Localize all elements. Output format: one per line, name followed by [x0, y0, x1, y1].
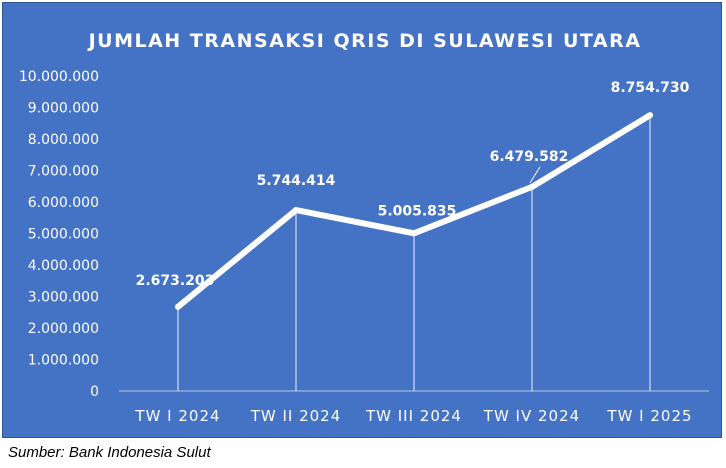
y-tick-label: 1.000.000 — [28, 353, 99, 369]
chart-title: JUMLAH TRANSAKSI QRIS DI SULAWESI UTARA — [87, 30, 642, 52]
y-tick-label: 6.000.000 — [28, 195, 99, 211]
x-tick-label: TW I 2025 — [606, 407, 692, 425]
y-tick-label: 10.000.000 — [19, 69, 99, 85]
line-chart: JUMLAH TRANSAKSI QRIS DI SULAWESI UTARA … — [19, 30, 709, 425]
x-axis: TW I 2024 TW II 2024 TW III 2024 TW IV 2024… — [134, 407, 692, 425]
data-label: 5.005.835 — [378, 203, 457, 219]
y-tick-label: 4.000.000 — [28, 258, 99, 274]
x-tick-label: TW I 2024 — [134, 407, 220, 425]
y-tick-label: 9.000.000 — [28, 101, 99, 117]
data-label: 5.744.414 — [257, 173, 336, 189]
y-tick-label: 0 — [90, 384, 99, 400]
source-note: Sumber: Bank Indonesia Sulut — [8, 444, 211, 461]
data-label-leader — [529, 166, 541, 184]
y-tick-label: 5.000.000 — [28, 227, 99, 243]
y-axis: 0 1.000.000 2.000.000 3.000.000 4.000.000 5.0… — [19, 69, 99, 400]
data-point — [293, 207, 299, 214]
drop-lines — [177, 115, 651, 391]
y-tick-label: 8.000.000 — [28, 132, 99, 148]
x-tick-label: TW IV 2024 — [483, 407, 580, 425]
y-tick-label: 7.000.000 — [28, 164, 99, 180]
data-label: 6.479.582 — [490, 149, 569, 165]
data-point — [175, 303, 181, 310]
x-tick-label: TW II 2024 — [250, 407, 342, 425]
data-label: 8.754.730 — [611, 80, 690, 96]
data-point — [411, 230, 417, 237]
data-label: 2.673.203 — [136, 273, 215, 289]
y-tick-label: 3.000.000 — [28, 290, 99, 306]
data-point — [529, 183, 535, 190]
x-tick-label: TW III 2024 — [365, 407, 462, 425]
data-point — [647, 112, 653, 119]
chart-panel: JUMLAH TRANSAKSI QRIS DI SULAWESI UTARA … — [2, 2, 722, 438]
series-group — [175, 112, 653, 310]
y-tick-label: 2.000.000 — [28, 321, 99, 337]
data-labels: 2.673.203 5.744.414 5.005.835 6.479.582 8.75… — [136, 80, 690, 289]
